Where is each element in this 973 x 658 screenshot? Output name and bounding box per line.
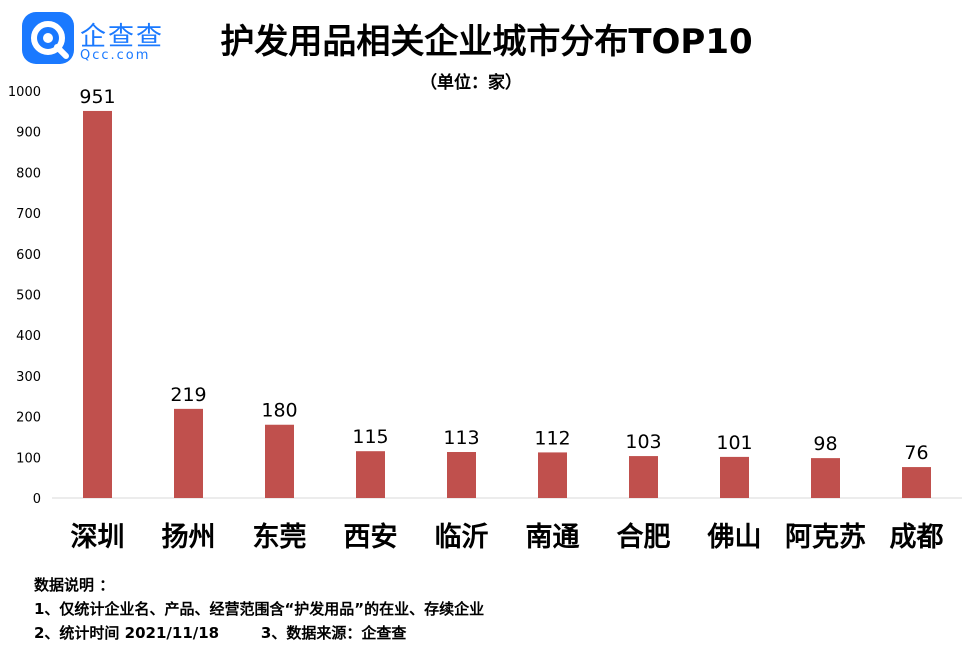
bar-value-label: 112 (534, 427, 570, 449)
bar (265, 424, 294, 498)
y-tick-label: 900 (16, 126, 41, 141)
bar (174, 408, 203, 498)
bar-value-label: 113 (443, 427, 479, 449)
y-tick-label: 700 (16, 207, 41, 222)
bar-value-label: 115 (352, 426, 388, 448)
x-category-label: 佛山 (707, 522, 762, 553)
y-tick-label: 100 (16, 451, 41, 466)
bar (538, 452, 567, 498)
chart-title: 护发用品相关企业城市分布TOP10 (220, 22, 753, 62)
x-category-label: 临沂 (435, 521, 489, 553)
bar (356, 451, 385, 498)
y-tick-label: 600 (16, 248, 41, 263)
bar-value-label: 101 (716, 432, 752, 454)
x-category-label: 合肥 (617, 521, 671, 553)
logo-text-en: Qcc.com (80, 48, 151, 63)
x-category-label: 东莞 (253, 521, 307, 553)
bar-value-label: 219 (170, 384, 206, 406)
bar-value-label: 951 (79, 86, 115, 108)
qcc-logo: 企查查 Qcc.com (14, 6, 189, 66)
chart-subtitle: （单位：家） (420, 73, 522, 93)
qcc-logo-icon (22, 12, 74, 64)
bar-chart: 0 100 200 300 400 500 600 700 800 900 1000 951 深圳 219… (8, 85, 962, 553)
bar (720, 456, 749, 498)
notes-line-1: 1、仅统计企业名、产品、经营范围含“护发用品”的在业、存续企业 (34, 600, 485, 618)
logo-text-cn: 企查查 (80, 22, 165, 52)
x-category-label: 西安 (344, 522, 398, 553)
y-tick-label: 1000 (8, 85, 41, 100)
notes-line-2: 2、统计时间 2021/11/18 3、数据来源：企查查 (34, 624, 407, 642)
y-tick-label: 300 (16, 370, 41, 385)
x-category-label: 深圳 (71, 522, 125, 553)
y-tick-label: 0 (33, 492, 41, 507)
x-category-label: 成都 (890, 522, 944, 553)
data-notes: 数据说明 ： 1、仅统计企业名、产品、经营范围含“护发用品”的在业、存续企业 2… (34, 573, 484, 645)
bar-value-label: 103 (625, 431, 661, 453)
notes-heading: 数据说明 ： (34, 576, 115, 594)
bar (902, 467, 931, 498)
bar-value-label: 98 (813, 433, 837, 455)
x-category-label: 南通 (526, 522, 580, 553)
bar (811, 458, 840, 498)
bar (447, 452, 476, 498)
bar-value-label: 180 (261, 400, 297, 422)
x-category-label: 扬州 (162, 522, 216, 553)
y-tick-label: 500 (16, 289, 41, 304)
bar (629, 456, 658, 498)
x-category-label: 阿克苏 (785, 521, 866, 553)
bar (83, 110, 112, 499)
y-tick-label: 400 (16, 329, 41, 344)
y-tick-label: 200 (16, 411, 41, 426)
y-tick-label: 800 (16, 166, 41, 181)
bar-value-label: 76 (904, 442, 928, 464)
